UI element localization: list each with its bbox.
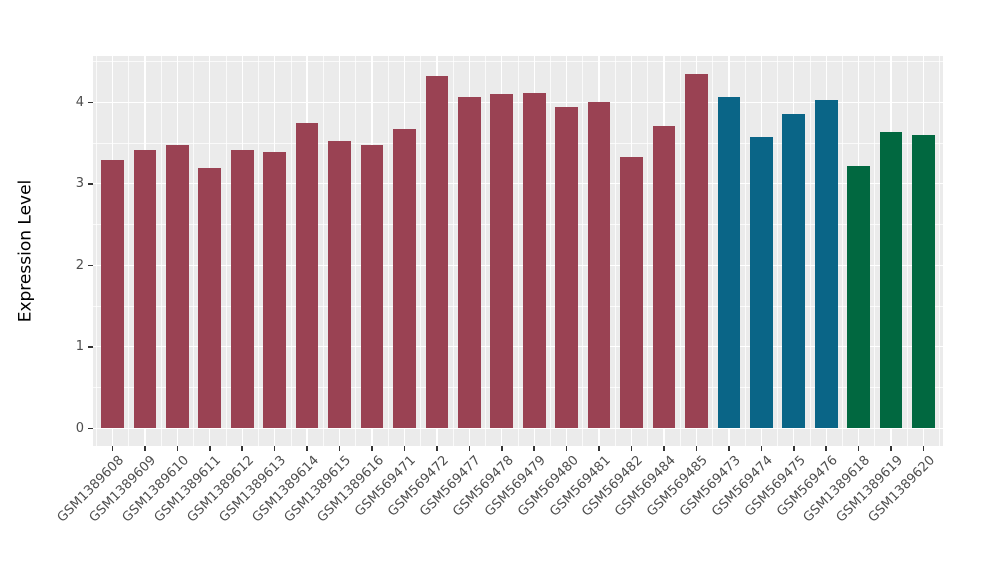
gridline-minor-x <box>679 56 681 446</box>
x-tick-mark <box>436 446 438 451</box>
x-tick-mark <box>695 446 698 451</box>
x-tick-mark <box>209 446 211 451</box>
x-tick-mark <box>663 446 665 451</box>
x-tick-mark <box>565 446 568 451</box>
gridline-minor-x <box>582 56 584 446</box>
gridline-minor-x <box>647 56 649 446</box>
y-tick-label: 4 <box>75 94 84 110</box>
bar-GSM1389609 <box>133 149 157 429</box>
gridline-minor-x <box>744 56 746 446</box>
x-tick-mark <box>630 446 633 451</box>
x-tick-mark <box>533 446 535 451</box>
bar-GSM569478 <box>490 94 514 429</box>
y-tick-mark <box>88 346 93 348</box>
gridline-minor-x <box>95 56 97 446</box>
bar-GSM569485 <box>685 73 708 429</box>
bar-GSM1389612 <box>230 149 254 429</box>
x-tick-mark <box>468 446 471 451</box>
bar-GSM569473 <box>717 97 741 429</box>
x-tick-mark <box>273 446 276 451</box>
gridline-minor-x <box>355 56 357 446</box>
bar-GSM1389618 <box>847 165 870 429</box>
gridline-minor-x <box>322 56 324 446</box>
x-tick-mark <box>144 446 146 451</box>
bar-GSM1389611 <box>198 168 222 429</box>
bar-GSM1389616 <box>360 145 384 429</box>
x-tick-mark <box>922 446 925 451</box>
bar-GSM1389619 <box>879 132 903 429</box>
y-tick-mark <box>88 101 93 104</box>
gridline-minor-x <box>387 56 389 446</box>
bar-GSM1389608 <box>101 160 124 429</box>
x-tick-mark <box>403 446 406 451</box>
y-tick-label: 1 <box>75 339 84 355</box>
gridline-minor-x <box>874 56 876 446</box>
bar-GSM569479 <box>522 92 546 429</box>
bar-GSM569477 <box>457 97 481 429</box>
gridline-minor-x <box>290 56 292 446</box>
gridline-minor-x <box>550 56 551 446</box>
y-tick-label: 3 <box>75 176 84 192</box>
x-tick-mark <box>857 446 860 451</box>
gridline-minor-x <box>128 56 130 446</box>
bar-GSM569474 <box>749 137 773 429</box>
gridline-minor-x <box>614 56 616 446</box>
bar-GSM569484 <box>652 125 676 429</box>
x-tick-mark <box>760 446 763 451</box>
x-tick-mark <box>241 446 243 451</box>
bar-GSM1389614 <box>295 123 319 429</box>
x-tick-mark <box>176 446 179 451</box>
gridline-minor-x <box>906 56 908 446</box>
gridline-minor-x <box>939 56 941 446</box>
y-tick-label: 0 <box>75 420 84 436</box>
bar-GSM569480 <box>555 107 578 429</box>
bar-GSM569476 <box>814 99 838 429</box>
y-tick-mark <box>88 427 93 430</box>
y-tick-mark <box>88 183 93 185</box>
gridline-minor-x <box>225 56 227 446</box>
x-tick-mark <box>728 446 730 451</box>
y-axis-title-text: Expression Level <box>15 179 35 323</box>
x-tick-mark <box>793 446 795 451</box>
x-tick-mark <box>338 446 341 451</box>
y-axis-title: Expression Level <box>10 56 40 446</box>
bar-GSM569482 <box>620 156 643 429</box>
bar-GSM1389615 <box>328 141 351 429</box>
x-tick-mark <box>598 446 600 451</box>
bar-GSM1389620 <box>912 134 935 429</box>
gridline-minor-x <box>712 56 714 446</box>
plot-panel <box>93 56 943 446</box>
bar-GSM1389610 <box>166 144 189 429</box>
x-tick-mark <box>306 446 308 451</box>
gridline-minor-x <box>452 56 454 446</box>
gridline-minor-x <box>420 56 422 446</box>
bar-GSM1389613 <box>263 152 287 429</box>
bar-GSM569472 <box>425 76 449 429</box>
y-tick-label: 2 <box>75 257 84 273</box>
gridline-minor-x <box>809 56 811 446</box>
x-tick-mark <box>825 446 827 451</box>
bar-GSM569475 <box>782 113 806 429</box>
gridline-minor-x <box>258 56 259 446</box>
bar-GSM569481 <box>587 102 611 429</box>
bar-GSM569471 <box>393 129 416 429</box>
gridline-minor-x <box>842 56 843 446</box>
y-tick-mark <box>88 264 93 267</box>
gridline-minor-x <box>485 56 486 446</box>
gridline-minor-x <box>160 56 162 446</box>
gridline-minor-x <box>517 56 519 446</box>
gridline-minor-x <box>777 56 778 446</box>
x-tick-mark <box>371 446 373 451</box>
gridline-minor-x <box>193 56 194 446</box>
x-tick-mark <box>890 446 892 451</box>
x-tick-mark <box>501 446 503 451</box>
x-tick-mark <box>111 446 114 451</box>
